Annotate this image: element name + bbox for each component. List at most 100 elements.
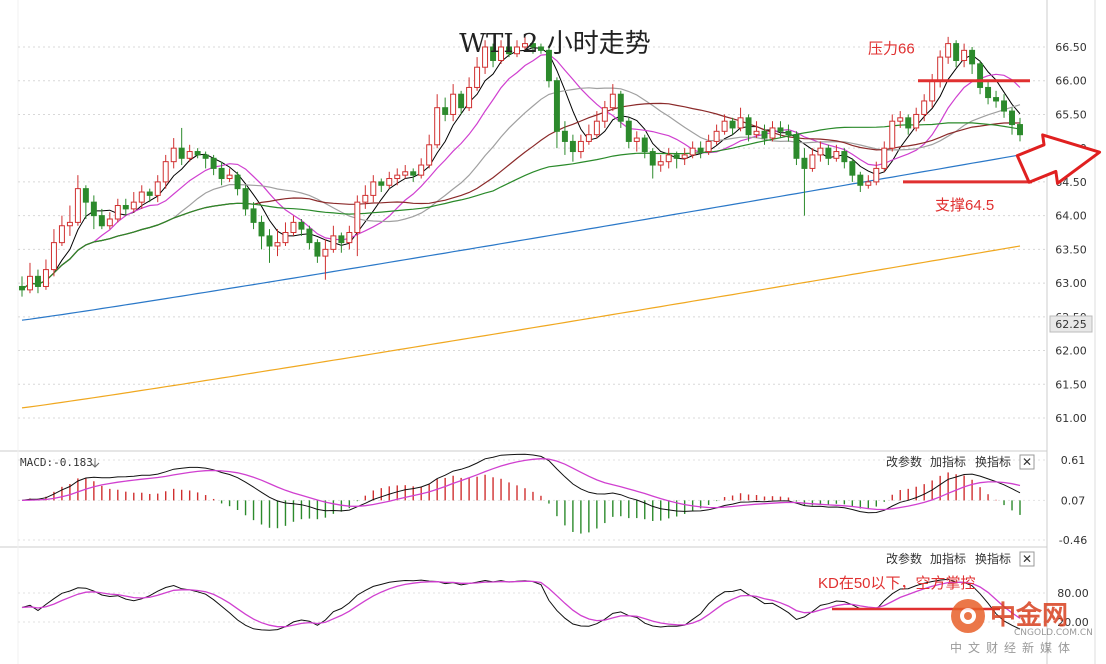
candle xyxy=(817,141,824,162)
candle xyxy=(274,229,281,257)
candle xyxy=(561,121,568,155)
candle xyxy=(98,208,105,230)
candle xyxy=(929,73,936,108)
candle xyxy=(202,151,209,169)
candle xyxy=(841,148,848,169)
candle xyxy=(298,219,305,236)
candle xyxy=(466,77,473,112)
candle xyxy=(34,269,41,294)
add-indicator-button[interactable]: 加指标 xyxy=(930,551,966,566)
macd-y-axis: 0.61 0.07 -0.46 xyxy=(18,454,1087,547)
candle xyxy=(450,84,457,122)
candle xyxy=(993,90,1000,108)
change-params-button[interactable]: 改参数 xyxy=(886,551,922,566)
candle xyxy=(545,46,552,88)
candle xyxy=(474,57,481,91)
candle xyxy=(881,141,888,172)
macd-y-tick-label: -0.46 xyxy=(1059,534,1087,547)
candle xyxy=(434,94,441,149)
candle xyxy=(162,154,169,189)
candle xyxy=(498,40,505,64)
y-tick-label: 66.50 xyxy=(1055,41,1087,54)
candle xyxy=(809,148,816,172)
candle xyxy=(665,148,672,169)
close-kd-button[interactable] xyxy=(1019,551,1035,567)
candle xyxy=(418,158,425,179)
candle xyxy=(785,124,792,142)
candle xyxy=(641,134,648,159)
candle xyxy=(19,276,25,297)
candle xyxy=(482,40,489,74)
candle xyxy=(58,215,65,246)
candle xyxy=(106,212,113,230)
kd-y-tick-label: 20.00 xyxy=(1057,616,1089,629)
candle xyxy=(553,77,560,149)
candle xyxy=(258,215,265,250)
candle xyxy=(729,117,736,135)
candle xyxy=(194,148,201,159)
chart-title: WTI 2 小时走势 xyxy=(459,29,650,59)
switch-indicator-button[interactable]: 换指标 xyxy=(975,551,1011,566)
candle xyxy=(322,239,329,280)
candle xyxy=(721,114,728,135)
candle xyxy=(218,161,225,186)
candle xyxy=(953,40,960,68)
candle xyxy=(713,124,720,145)
candle xyxy=(657,154,664,172)
candle xyxy=(74,175,81,226)
kd-annotation: KD在50以下，空方掌控 xyxy=(818,575,976,592)
candle xyxy=(242,185,249,216)
kd-toolbar: 改参数 加指标 换指标 ✕ xyxy=(886,551,1035,567)
macd-dif-line xyxy=(21,453,1021,514)
candle xyxy=(705,134,712,155)
y-tick-label: 65.50 xyxy=(1055,108,1087,121)
cngold-watermark: 中金网 CNGOLD.COM.CN 中文财经新媒体 xyxy=(950,599,1093,655)
watermark-slogan: 中文财经新媒体 xyxy=(950,640,1076,655)
candle xyxy=(897,111,904,128)
kd-y-axis: 80.00 20.00 xyxy=(18,587,1089,629)
candle xyxy=(593,111,600,139)
candle xyxy=(442,97,449,122)
candle xyxy=(514,40,520,58)
candle xyxy=(506,43,512,58)
current-price-tag: 62.25 xyxy=(1049,315,1093,333)
kd-d-line xyxy=(21,580,1021,628)
candle xyxy=(138,185,145,209)
down-right-arrow-icon xyxy=(1015,133,1102,185)
candle xyxy=(338,232,345,253)
moving-average-lines xyxy=(21,47,1021,409)
candle xyxy=(290,215,297,236)
resistance-label: 压力66 xyxy=(868,41,915,58)
watermark-url: CNGOLD.COM.CN xyxy=(1014,628,1093,638)
candle xyxy=(114,198,121,223)
candle xyxy=(130,192,137,213)
main-y-axis: 66.5066.0065.5065.0064.5064.0063.5063.00… xyxy=(1055,41,1087,425)
candle xyxy=(769,121,776,142)
candle xyxy=(689,141,696,159)
y-tick-label: 61.00 xyxy=(1055,412,1087,425)
change-params-button[interactable]: 改参数 xyxy=(886,454,922,469)
macd-toolbar: 改参数 加指标 换指标 ✕ xyxy=(886,454,1035,470)
candle xyxy=(601,100,608,128)
candle xyxy=(673,151,680,169)
macd-y-tick-label: 0.61 xyxy=(1061,454,1086,467)
candle xyxy=(27,262,33,294)
candle xyxy=(745,114,752,142)
candle xyxy=(346,225,353,250)
candle xyxy=(154,175,161,203)
candle xyxy=(649,148,656,179)
macd-value-label: MACD:-0.183 xyxy=(20,456,93,469)
switch-indicator-button[interactable]: 换指标 xyxy=(975,454,1011,469)
candle xyxy=(833,144,840,162)
candle xyxy=(386,171,393,189)
add-indicator-button[interactable]: 加指标 xyxy=(930,454,966,469)
candle xyxy=(402,165,409,179)
candle xyxy=(585,124,592,145)
candle xyxy=(577,134,584,159)
ma30-line xyxy=(21,102,1021,291)
close-macd-button[interactable] xyxy=(1019,454,1035,470)
ma10-line xyxy=(21,53,1021,291)
candlestick-series xyxy=(19,36,1023,297)
candle xyxy=(633,131,640,152)
